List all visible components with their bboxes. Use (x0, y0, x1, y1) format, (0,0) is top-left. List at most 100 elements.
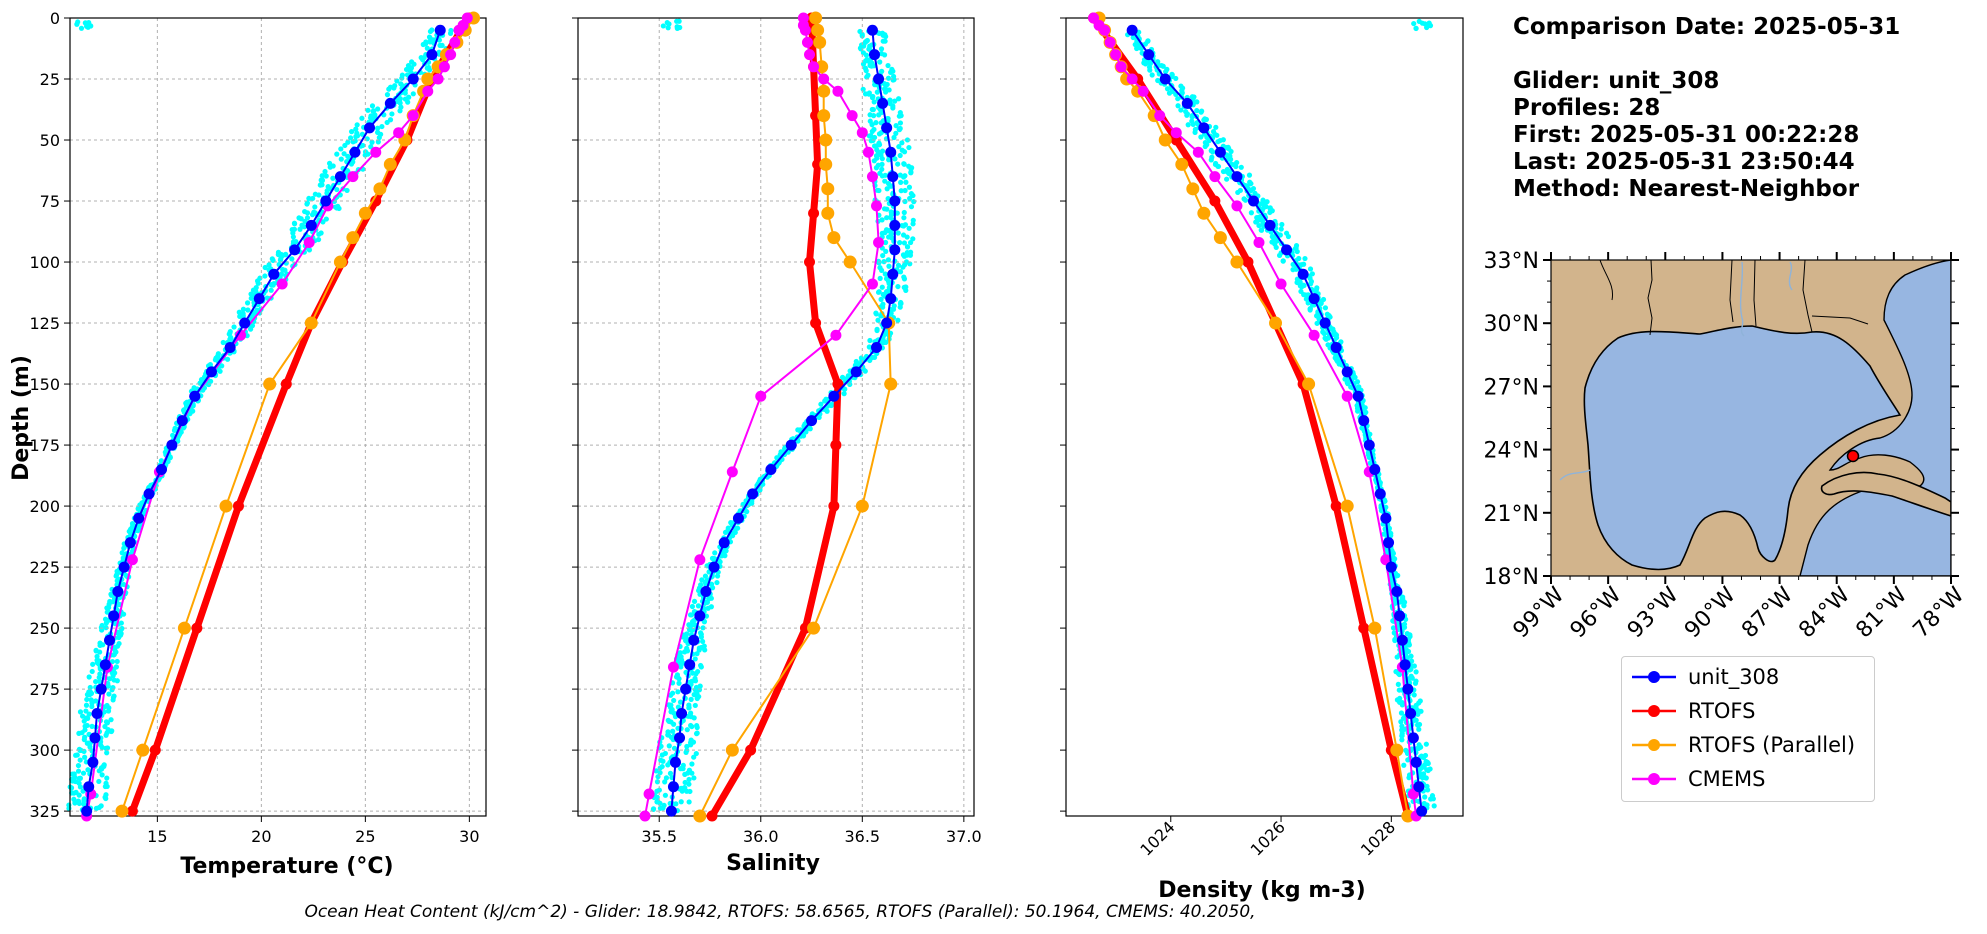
raw-point (1260, 220, 1266, 226)
raw-point (892, 98, 898, 104)
raw-point (671, 697, 677, 704)
series-point (821, 182, 835, 196)
raw-point (663, 775, 670, 781)
raw-point (1344, 379, 1350, 386)
raw-point (712, 550, 718, 556)
raw-point (297, 226, 303, 232)
raw-point (895, 262, 902, 268)
raw-point (668, 692, 674, 698)
map-lat-label: 18°N (1484, 565, 1539, 590)
series-point (205, 366, 217, 378)
raw-point (86, 674, 92, 680)
raw-point (676, 676, 682, 682)
raw-point (362, 152, 368, 158)
raw-point (901, 276, 908, 282)
series-point (873, 73, 885, 85)
raw-point (332, 204, 339, 210)
raw-point (1214, 132, 1220, 138)
raw-point (1269, 239, 1275, 245)
series-point (393, 127, 405, 139)
raw-point (692, 656, 698, 662)
raw-point (237, 313, 243, 320)
series-point (868, 49, 880, 61)
raw-point (76, 792, 82, 798)
raw-point (883, 248, 889, 254)
raw-point (871, 63, 877, 69)
series-point (819, 157, 833, 171)
raw-point (908, 169, 914, 175)
series-point (149, 744, 161, 756)
raw-point (448, 27, 454, 34)
raw-point (82, 754, 88, 760)
profile-count: Profiles: 28 (1513, 95, 1661, 121)
raw-point (1392, 637, 1398, 644)
map-lon-label: 87°W (1737, 582, 1798, 643)
raw-point (699, 577, 705, 583)
raw-point (302, 208, 308, 215)
raw-point (1411, 692, 1417, 698)
raw-point (405, 99, 411, 105)
series-point (694, 610, 706, 622)
raw-point (427, 39, 433, 45)
raw-point (330, 163, 336, 169)
raw-point (1323, 336, 1329, 342)
raw-point (83, 702, 90, 708)
series-point (830, 329, 842, 341)
raw-point (671, 721, 677, 727)
series-point (303, 237, 315, 249)
raw-point (1146, 59, 1152, 66)
raw-point (906, 225, 912, 231)
raw-point (689, 770, 695, 776)
series-line-cmems (1092, 17, 1418, 817)
raw-point (302, 218, 308, 224)
series-line-cmems (85, 17, 469, 817)
raw-point (1405, 757, 1411, 763)
series-point (885, 146, 897, 158)
raw-point (883, 89, 889, 95)
raw-point (115, 643, 121, 649)
raw-point (877, 59, 883, 65)
raw-point (208, 378, 214, 384)
series-point (126, 554, 138, 566)
series-point (1341, 366, 1353, 378)
raw-point (884, 206, 890, 212)
ocean-heat-content-footer: Ocean Heat Content (kJ/cm^2) - Glider: 1… (304, 902, 1256, 922)
series-point (726, 466, 738, 478)
raw-point (841, 391, 847, 397)
raw-point (1199, 108, 1205, 114)
series-point (1264, 219, 1276, 231)
raw-point (108, 717, 114, 723)
raw-point (1198, 134, 1204, 140)
raw-point (78, 25, 85, 31)
raw-point (89, 723, 95, 729)
raw-point (1398, 719, 1404, 725)
raw-point (375, 139, 381, 145)
raw-point (897, 172, 903, 178)
series-point (1308, 329, 1320, 341)
raw-point (693, 750, 699, 757)
y-tick-label: 25 (40, 70, 60, 89)
raw-point (694, 695, 700, 702)
raw-point (689, 761, 695, 767)
series-point (1213, 231, 1227, 245)
series-point (334, 171, 346, 183)
series-point (881, 317, 893, 329)
raw-point (908, 191, 914, 197)
legend-label: RTOFS (1688, 699, 1756, 723)
raw-point (80, 770, 87, 776)
raw-point (87, 744, 93, 750)
series-point (855, 499, 869, 513)
raw-point (878, 296, 884, 302)
raw-point (655, 774, 661, 780)
series-point (115, 804, 129, 818)
series-point (1407, 732, 1419, 744)
raw-point (904, 137, 911, 143)
raw-point (110, 697, 116, 703)
raw-point (650, 806, 657, 812)
series-point (232, 500, 244, 512)
raw-point (397, 108, 403, 114)
map-lat-label: 33°N (1484, 249, 1539, 274)
x-tick-label: 35.5 (641, 827, 677, 846)
raw-point (1169, 72, 1175, 78)
legend-line-icon (1632, 705, 1676, 717)
